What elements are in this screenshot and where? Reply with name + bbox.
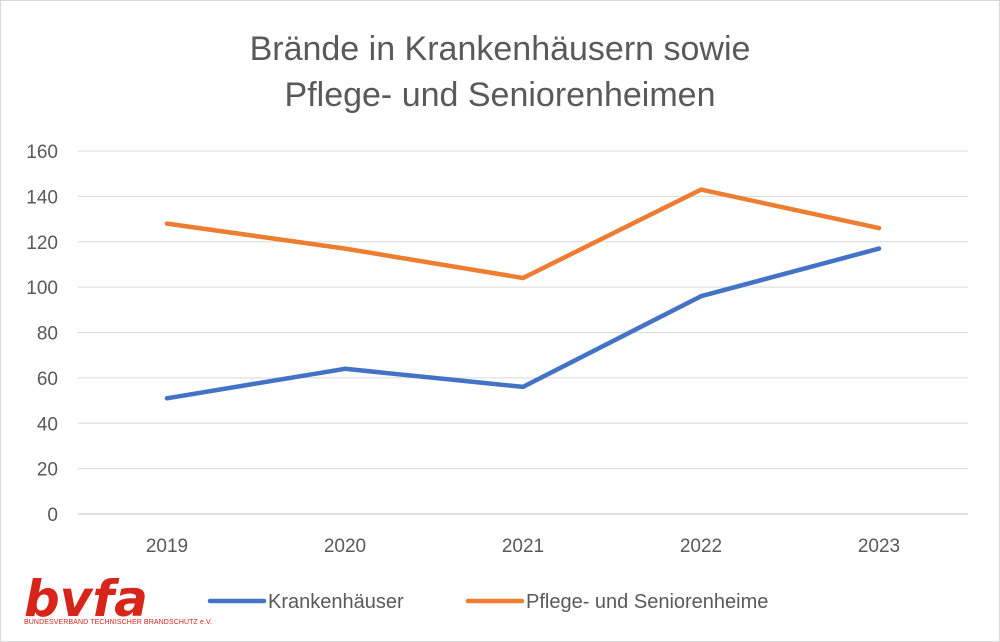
data-point bbox=[876, 246, 882, 251]
data-point bbox=[342, 366, 348, 371]
x-tick-label: 2022 bbox=[680, 536, 722, 557]
chart-title-line-1: Brände in Krankenhäusern sowie bbox=[249, 30, 751, 68]
y-tick-label: 160 bbox=[26, 142, 58, 163]
series-line-1 bbox=[164, 187, 882, 281]
bvfa-logo: bvfa BUNDESVERBAND TECHNISCHER BRANDSCHU… bbox=[24, 570, 212, 632]
data-point bbox=[698, 187, 704, 192]
y-tick-label: 100 bbox=[26, 278, 58, 299]
data-point bbox=[876, 225, 882, 231]
x-tick-label: 2019 bbox=[146, 536, 188, 557]
y-tick-label: 0 bbox=[47, 505, 58, 526]
y-tick-label: 140 bbox=[26, 187, 58, 208]
data-point bbox=[520, 384, 526, 390]
y-tick-label: 20 bbox=[37, 460, 58, 481]
bvfa-logo-mark: bvfa bbox=[24, 570, 148, 628]
legend-label: Pflege- und Seniorenheime bbox=[526, 591, 768, 613]
bvfa-logo-subtitle: BUNDESVERBAND TECHNISCHER BRANDSCHUTZ e.… bbox=[24, 619, 213, 626]
y-tick-label: 80 bbox=[37, 324, 58, 345]
x-tick-label: 2023 bbox=[858, 536, 900, 557]
series-line-0 bbox=[164, 246, 882, 401]
data-point bbox=[342, 246, 348, 251]
data-point bbox=[520, 275, 526, 281]
y-tick-label: 60 bbox=[37, 369, 58, 390]
legend-label: Krankenhäuser bbox=[268, 591, 404, 613]
legend: Krankenhäuser Pflege- und Seniorenheime bbox=[207, 591, 768, 613]
chart-title: Brände in Krankenhäusern sowie Pflege- u… bbox=[0, 26, 1000, 118]
y-tick-label: 120 bbox=[26, 233, 58, 254]
x-tick-label: 2020 bbox=[324, 536, 366, 557]
x-tick-label: 2021 bbox=[502, 536, 544, 557]
data-point bbox=[164, 221, 170, 226]
chart-title-line-2: Pflege- und Seniorenheimen bbox=[284, 76, 716, 114]
data-point bbox=[164, 396, 170, 401]
y-tick-label: 40 bbox=[37, 414, 58, 435]
data-point bbox=[698, 294, 704, 299]
bvfa-logo-word: bvfa bbox=[24, 570, 148, 620]
